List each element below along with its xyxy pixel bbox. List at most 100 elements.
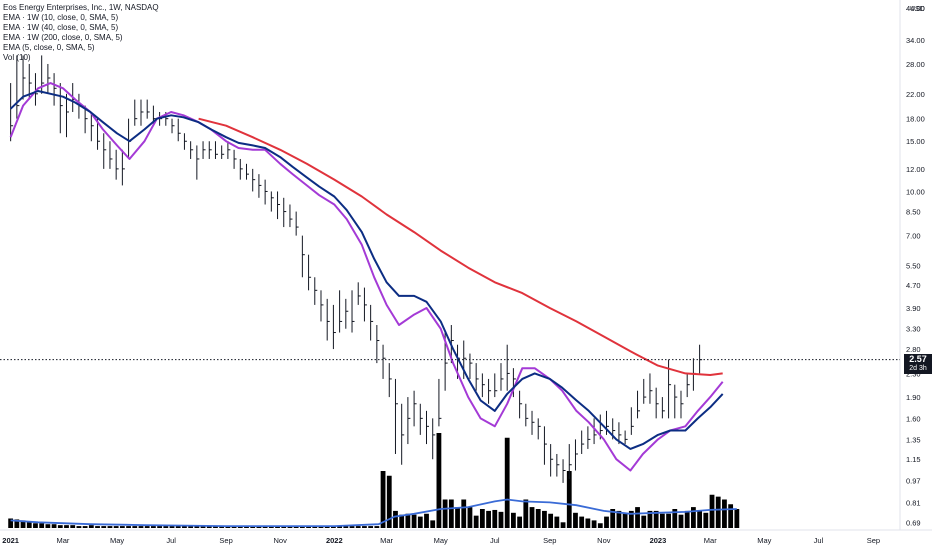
volume-bar [529, 507, 535, 528]
volume-bar [182, 526, 187, 528]
bar-countdown: 2d 3h [909, 364, 927, 372]
volume-bar [715, 496, 721, 528]
x-tick-label: 2022 [326, 536, 343, 545]
volume-bar [591, 520, 597, 528]
volume-bar [647, 510, 653, 528]
volume-bar [312, 526, 318, 528]
volume-bar [678, 514, 684, 528]
x-tick-label: Jul [166, 536, 176, 545]
volume-bar [256, 526, 262, 528]
x-tick-label: May [434, 536, 448, 545]
volume-bar [20, 520, 26, 528]
volume-bar [306, 526, 311, 528]
y-tick-label: 22.00 [906, 90, 925, 99]
volume-bar [535, 509, 541, 528]
volume-bar [26, 521, 32, 528]
x-tick-label: Mar [704, 536, 717, 545]
volume-bar [157, 526, 163, 528]
volume-bar [337, 526, 343, 528]
volume-bar [368, 526, 374, 528]
volume-bar [399, 514, 405, 528]
volume-bar [380, 471, 386, 528]
volume-bar [163, 526, 169, 528]
volume-bar [436, 433, 442, 528]
volume-bar [684, 510, 690, 528]
y-tick-label: 3.90 [906, 304, 921, 313]
y-tick-label: 10.00 [906, 187, 925, 196]
x-tick-label: Jul [814, 536, 824, 545]
x-tick-label: May [757, 536, 771, 545]
volume-bar [268, 526, 274, 528]
volume-bar [492, 509, 498, 528]
volume-bar [461, 499, 467, 528]
y-tick-label: 3.30 [906, 325, 921, 334]
volume-bar [548, 513, 554, 528]
volume-bar [362, 526, 367, 528]
volume-bar [119, 526, 125, 528]
volume-bar [275, 526, 280, 528]
y-tick-label: 1.90 [906, 393, 921, 402]
volume-bar [70, 525, 76, 528]
volume-bar [554, 516, 560, 528]
volume-bar [442, 499, 448, 528]
volume-bar [194, 526, 200, 528]
volume-bar [579, 516, 585, 528]
x-tick-label: Sep [543, 536, 556, 545]
volume-bar [573, 512, 578, 528]
volume-bar [324, 526, 330, 528]
x-tick-label: Sep [867, 536, 880, 545]
volume-bar [14, 519, 20, 528]
volume-bar [504, 437, 510, 528]
volume-bar [448, 499, 454, 528]
volume-bar [722, 499, 727, 528]
volume-bar [610, 509, 616, 528]
volume-bar [393, 510, 398, 528]
volume-bar [82, 526, 88, 528]
y-tick-label: 18.00 [906, 115, 925, 124]
y-tick-label: 2.30 [906, 369, 921, 378]
volume-bar [349, 526, 355, 528]
volume-bar [386, 475, 392, 528]
volume-bar [517, 516, 523, 528]
y-tick-label: 44.00 [906, 4, 925, 13]
volume-bar [33, 523, 38, 528]
volume-bar [597, 523, 603, 528]
volume-bar [616, 510, 622, 528]
volume-bar [88, 525, 94, 528]
volume-bar [318, 526, 324, 528]
x-tick-label: Mar [380, 536, 393, 545]
volume-bar [467, 507, 473, 528]
x-tick-label: Nov [597, 536, 611, 545]
volume-bar [498, 511, 504, 528]
volume-bar [486, 510, 491, 528]
y-tick-label: 1.35 [906, 435, 921, 444]
ema200-line [198, 117, 723, 376]
volume-bar [697, 510, 703, 528]
x-tick-label: May [110, 536, 124, 545]
volume-bar [169, 526, 175, 528]
volume-bar [728, 504, 734, 528]
volume-bar [523, 499, 529, 528]
x-tick-label: Sep [219, 536, 232, 545]
volume-bar [343, 526, 349, 528]
volume-bar [76, 526, 82, 528]
ema10-line [9, 82, 724, 472]
volume-bar [293, 526, 299, 528]
volume-bar [734, 509, 740, 528]
y-tick-label: 0.97 [906, 476, 921, 485]
volume-bar [244, 526, 249, 528]
volume-bar [635, 507, 640, 528]
volume-bar [703, 512, 709, 528]
volume-bar [622, 513, 628, 528]
volume-bar [64, 525, 69, 528]
x-tick-label: 2021 [2, 536, 19, 545]
x-tick-label: Mar [56, 536, 69, 545]
volume-bar [479, 509, 485, 528]
y-tick-label: 1.60 [906, 414, 921, 423]
volume-bar [132, 526, 138, 528]
volume-bar [250, 526, 256, 528]
legend-ema10: EMA · 1W (10, close, 0, SMA, 5) [3, 13, 119, 22]
y-tick-label: 0.81 [906, 499, 921, 508]
